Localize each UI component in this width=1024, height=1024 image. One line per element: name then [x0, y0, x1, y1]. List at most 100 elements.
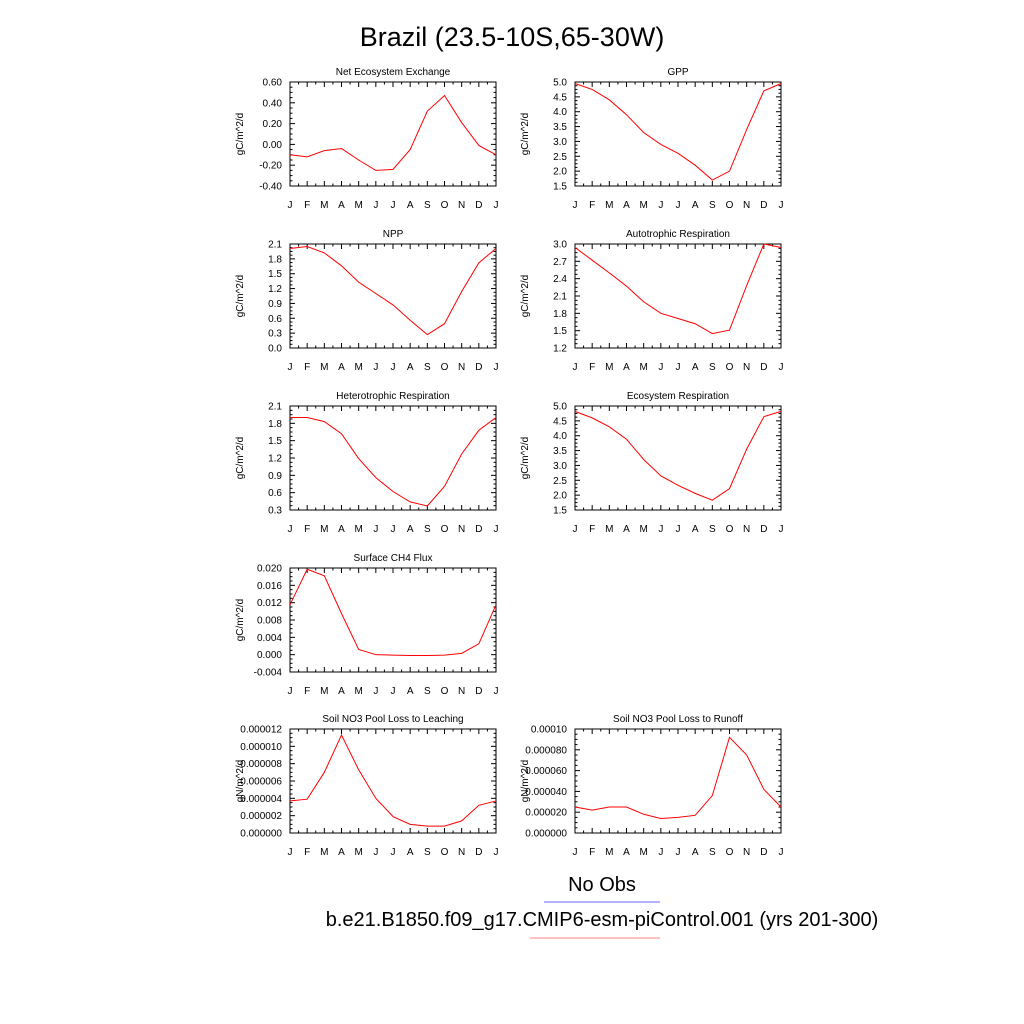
x-tick-label: F: [304, 200, 310, 211]
chart-title: NPP: [383, 229, 404, 240]
y-tick-label: 0.000: [257, 650, 282, 661]
x-tick-label: S: [424, 200, 431, 211]
x-tick-label: J: [391, 847, 396, 858]
x-tick-label: O: [441, 362, 449, 373]
x-tick-label: S: [424, 847, 431, 858]
x-tick-label: A: [692, 362, 699, 373]
chart-title: Surface CH4 Flux: [354, 553, 433, 564]
y-tick-label: 1.2: [553, 344, 567, 355]
x-tick-label: O: [726, 847, 734, 858]
plot-frame: [574, 243, 782, 349]
y-tick-label: 1.8: [268, 419, 282, 430]
x-tick-label: S: [424, 686, 431, 697]
x-tick-label: A: [338, 686, 345, 697]
y-tick-label: 0.0: [268, 344, 282, 355]
x-tick-label: O: [441, 686, 449, 697]
x-tick-label: J: [658, 524, 663, 535]
x-tick-label: O: [441, 524, 449, 535]
x-tick-label: J: [391, 362, 396, 373]
y-axis-label: gC/m^2/d: [520, 275, 531, 318]
y-axis-label: gC/m^2/d: [235, 599, 246, 642]
y-tick-label: 3.5: [553, 446, 567, 457]
y-tick-label: 0.000020: [525, 808, 567, 819]
x-tick-label: J: [779, 362, 784, 373]
x-tick-label: J: [573, 362, 578, 373]
y-tick-label: 1.5: [268, 269, 282, 280]
x-tick-label: A: [623, 362, 630, 373]
x-tick-label: A: [338, 362, 345, 373]
series-line: [574, 243, 782, 335]
x-tick-label: O: [441, 847, 449, 858]
y-tick-label: 0.000004: [240, 794, 282, 805]
x-tick-label: M: [605, 847, 613, 858]
x-tick-label: J: [779, 524, 784, 535]
y-tick-label: 0.6: [268, 314, 282, 325]
x-tick-label: N: [743, 847, 750, 858]
series-line: [574, 736, 782, 819]
y-tick-label: 4.0: [553, 431, 567, 442]
y-tick-label: 2.7: [553, 257, 567, 268]
x-tick-label: J: [288, 362, 293, 373]
x-tick-label: M: [354, 200, 362, 211]
y-tick-label: 0.40: [263, 98, 283, 109]
y-tick-label: 3.0: [553, 461, 567, 472]
series-line: [289, 94, 497, 171]
y-tick-label: 0.000010: [240, 742, 282, 753]
x-tick-label: J: [288, 847, 293, 858]
plot-frame: [574, 405, 782, 511]
plot-frame: [289, 81, 497, 187]
y-tick-label: 2.0: [553, 167, 567, 178]
x-tick-label: D: [475, 362, 482, 373]
y-tick-label: 0.00010: [531, 725, 568, 736]
x-tick-label: M: [354, 362, 362, 373]
x-tick-label: A: [407, 847, 414, 858]
x-tick-label: J: [676, 200, 681, 211]
x-tick-label: D: [475, 686, 482, 697]
y-tick-label: 0.016: [257, 581, 282, 592]
x-tick-label: N: [458, 686, 465, 697]
x-tick-label: N: [458, 200, 465, 211]
x-tick-label: J: [288, 200, 293, 211]
x-tick-label: A: [407, 362, 414, 373]
y-axis-label: gN/m^2/d: [235, 760, 246, 803]
y-tick-label: 0.20: [263, 119, 283, 130]
x-tick-label: A: [623, 200, 630, 211]
y-tick-label: 2.1: [553, 292, 567, 303]
x-tick-label: A: [692, 200, 699, 211]
x-tick-label: A: [407, 200, 414, 211]
x-tick-label: N: [743, 362, 750, 373]
legend-label-obs: No Obs: [568, 874, 636, 896]
x-tick-label: F: [304, 847, 310, 858]
x-tick-label: M: [639, 362, 647, 373]
y-tick-label: 0.000006: [240, 777, 282, 788]
x-tick-label: F: [589, 200, 595, 211]
x-tick-label: J: [658, 200, 663, 211]
x-tick-label: S: [709, 362, 716, 373]
y-tick-label: 0.9: [268, 471, 282, 482]
plot-frame: [289, 243, 497, 349]
x-tick-label: M: [354, 524, 362, 535]
y-axis-label: gN/m^2/d: [520, 760, 531, 803]
series-line: [289, 568, 497, 657]
x-tick-label: O: [726, 362, 734, 373]
y-tick-label: 1.5: [553, 326, 567, 337]
y-tick-label: 1.5: [553, 506, 567, 517]
y-tick-label: 0.012: [257, 598, 282, 609]
y-tick-label: 0.000008: [240, 759, 282, 770]
plot-frame: [289, 405, 497, 511]
x-tick-label: J: [676, 524, 681, 535]
x-tick-label: M: [320, 686, 328, 697]
y-tick-label: 2.4: [553, 274, 567, 285]
x-tick-label: J: [573, 524, 578, 535]
y-tick-label: 2.5: [553, 476, 567, 487]
x-tick-label: F: [589, 847, 595, 858]
x-tick-label: D: [760, 847, 767, 858]
x-tick-label: J: [573, 847, 578, 858]
x-tick-label: M: [639, 524, 647, 535]
x-tick-label: N: [743, 200, 750, 211]
y-tick-label: 5.0: [553, 78, 567, 89]
